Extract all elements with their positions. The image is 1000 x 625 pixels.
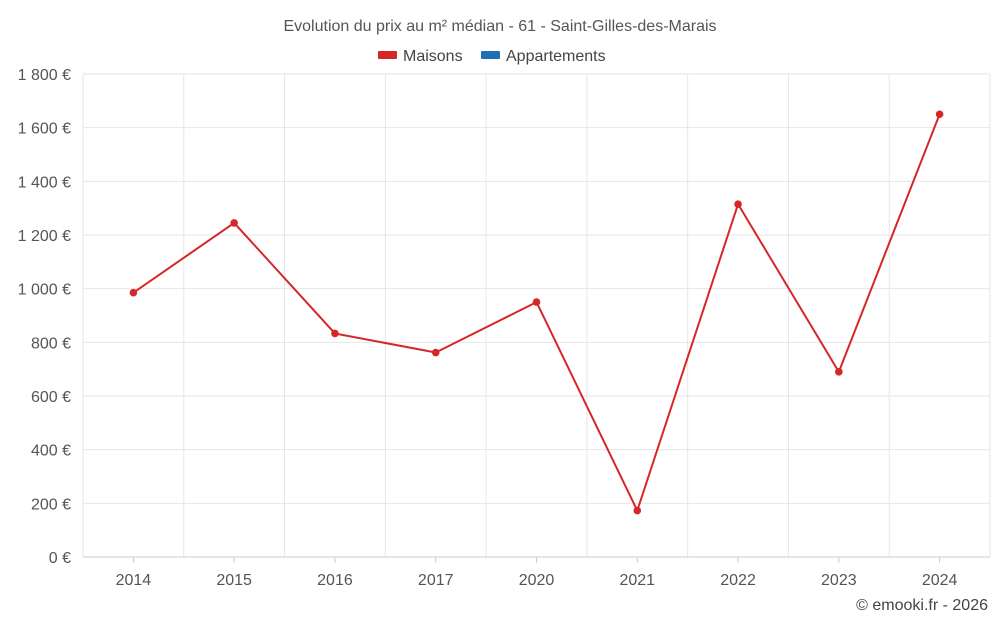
y-tick-label: 800 € (31, 335, 71, 352)
chart-title: Evolution du prix au m² médian - 61 - Sa… (283, 18, 716, 35)
y-axis: 0 € 200 € 400 € 600 € 800 € 1 000 € 1 200 € 1 4… (18, 67, 71, 567)
data-point[interactable] (935, 110, 944, 119)
y-tick-label: 1 000 € (18, 282, 71, 299)
x-axis: 2014 2015 2016 2017 2020 2021 2022 2023 2024 (83, 556, 990, 589)
legend-swatch-appartements (481, 51, 500, 59)
legend-item-maisons[interactable]: Maisons (378, 48, 463, 65)
x-tick-label: 2017 (418, 572, 454, 589)
x-tick-label: 2023 (821, 572, 857, 589)
x-tick-label: 2022 (720, 572, 756, 589)
data-point[interactable] (532, 298, 541, 306)
x-tick-label: 2024 (922, 572, 958, 589)
y-tick-label: 400 € (31, 443, 71, 460)
x-tick-label: 2016 (317, 572, 353, 589)
y-tick-label: 1 400 € (18, 174, 71, 191)
legend-label-maisons: Maisons (403, 48, 463, 65)
y-tick-label: 1 200 € (18, 228, 71, 245)
y-tick-label: 1 800 € (18, 67, 71, 84)
y-tick-label: 0 € (49, 550, 71, 567)
series-maisons (129, 110, 944, 515)
data-point[interactable] (331, 329, 339, 338)
data-point[interactable] (835, 368, 843, 376)
data-point[interactable] (230, 219, 238, 227)
x-tick-label: 2021 (619, 572, 655, 589)
data-point[interactable] (129, 288, 138, 297)
legend-item-appartements[interactable]: Appartements (481, 48, 606, 65)
y-tick-label: 1 600 € (18, 121, 71, 138)
grid (82, 73, 991, 558)
x-tick-label: 2020 (519, 572, 555, 589)
data-point[interactable] (734, 200, 742, 208)
y-tick-label: 600 € (31, 389, 71, 406)
series-line-maisons (132, 113, 941, 512)
data-point[interactable] (431, 348, 440, 357)
legend-label-appartements: Appartements (506, 48, 606, 65)
legend: Maisons Appartements (378, 48, 606, 65)
y-tick-label: 200 € (31, 496, 71, 513)
data-point[interactable] (633, 506, 642, 515)
credit-text: © emooki.fr - 2026 (856, 597, 988, 614)
legend-swatch-maisons (378, 51, 397, 59)
x-tick-label: 2014 (116, 572, 152, 589)
x-tick-label: 2015 (216, 572, 252, 589)
